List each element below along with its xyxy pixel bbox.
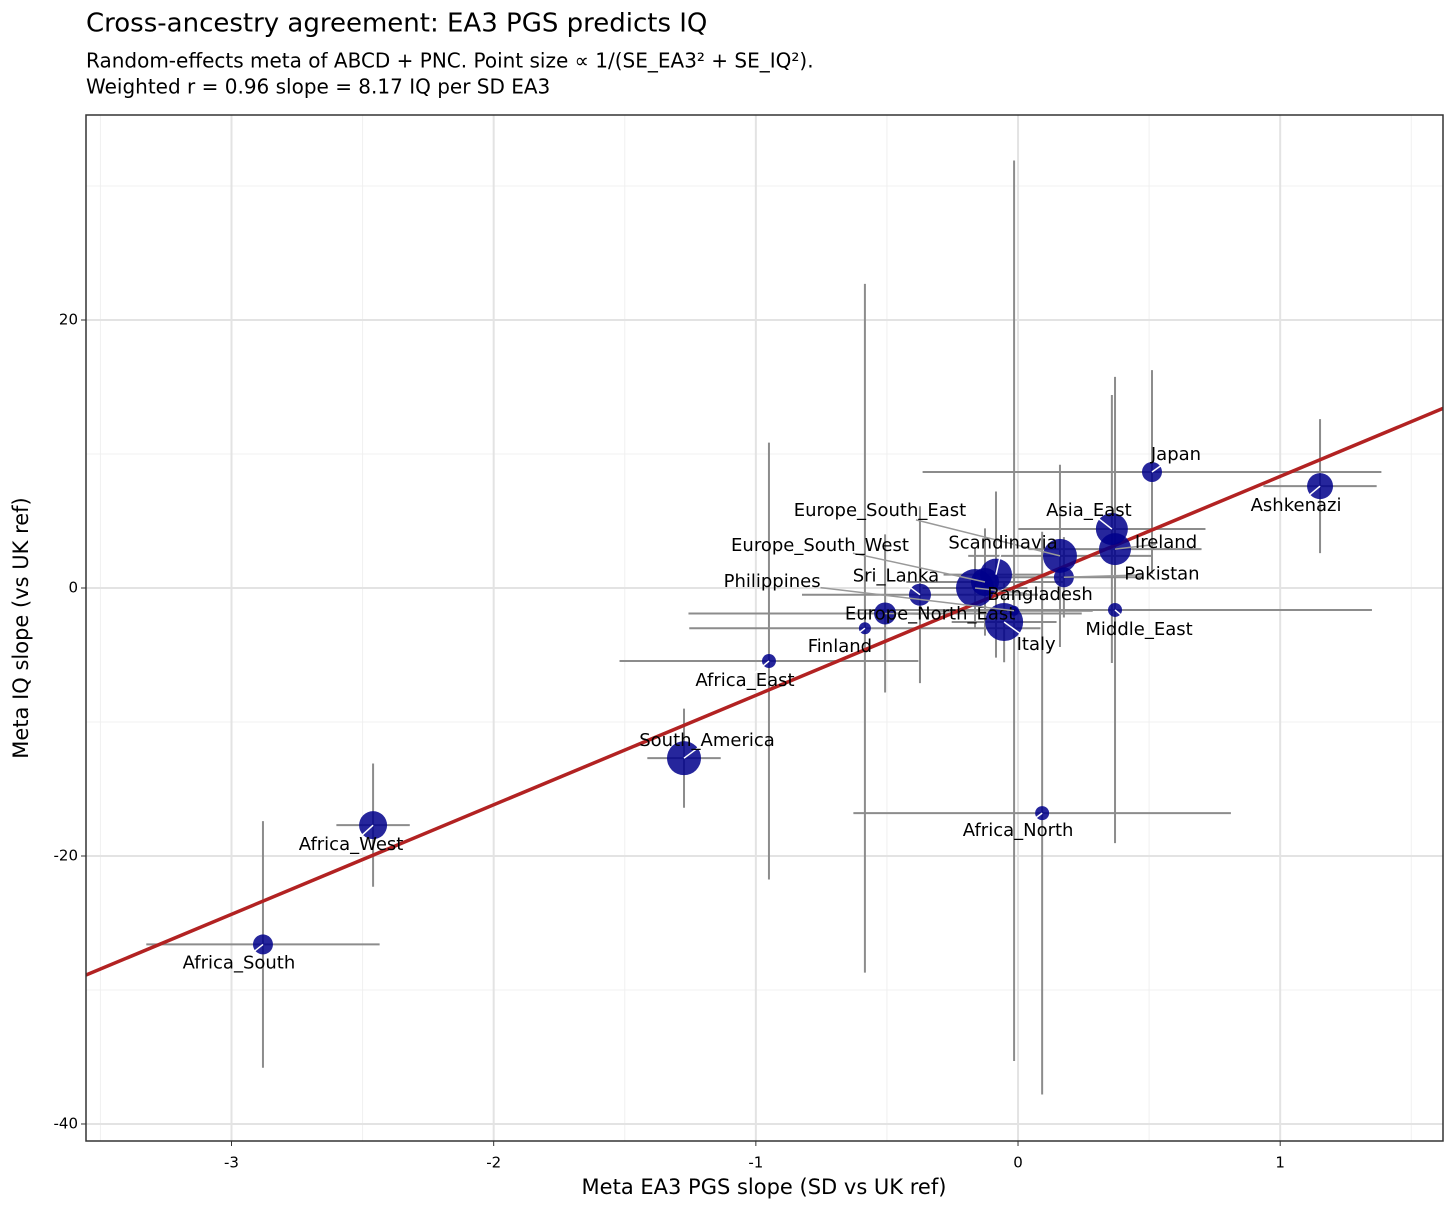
label-leader bbox=[844, 627, 866, 644]
point-label: Finland bbox=[808, 636, 872, 657]
chart-subtitle: Weighted r = 0.96 slope = 8.17 IQ per SD… bbox=[86, 75, 550, 99]
point-label: Pakistan bbox=[1124, 563, 1199, 584]
label-leader bbox=[974, 587, 1028, 595]
label-leader bbox=[1022, 812, 1043, 829]
label-leader bbox=[683, 743, 703, 759]
chart-title: Cross-ancestry agreement: EA3 PGS predic… bbox=[86, 9, 707, 39]
x-tick-label: 0 bbox=[1013, 1154, 1023, 1172]
x-tick-label: -3 bbox=[224, 1154, 239, 1172]
label-leader bbox=[915, 519, 1061, 557]
point-label: Philippines bbox=[724, 571, 821, 592]
label-leader bbox=[852, 552, 986, 583]
point-label: Europe_North_East bbox=[845, 603, 1015, 624]
fit-line bbox=[86, 406, 1443, 977]
point-label: Africa_West bbox=[299, 834, 404, 855]
x-tick-label: 1 bbox=[1275, 1154, 1285, 1172]
label-leader bbox=[1003, 621, 1031, 642]
point-label: Bangladesh bbox=[987, 584, 1093, 605]
y-tick-label: 0 bbox=[68, 579, 78, 597]
point-label: Africa_East bbox=[695, 670, 794, 691]
label-leader bbox=[1063, 574, 1143, 579]
label-leader bbox=[749, 660, 770, 678]
panel-border bbox=[85, 114, 1444, 1142]
label-leader bbox=[1151, 457, 1172, 473]
point-label: Europe_South_East bbox=[794, 500, 966, 521]
label-leader bbox=[1114, 543, 1156, 550]
y-tick-label: -40 bbox=[54, 1114, 79, 1132]
point-label: Italy bbox=[1017, 634, 1056, 655]
y-tick-label: -20 bbox=[54, 846, 79, 864]
point-label: Ireland bbox=[1135, 532, 1197, 553]
point-label: Scandinavia bbox=[948, 533, 1057, 554]
x-axis-title: Meta EA3 PGS slope (SD vs UK ref) bbox=[582, 1175, 947, 1199]
point-label: Africa_South bbox=[183, 952, 296, 973]
point-label: Japan bbox=[1150, 444, 1201, 465]
point-label: Europe_South_West bbox=[731, 535, 909, 556]
label-leader bbox=[354, 824, 374, 842]
y-tick-label: 20 bbox=[59, 311, 78, 329]
point-label: Asia_East bbox=[1046, 500, 1132, 521]
point-label: Africa_North bbox=[963, 820, 1074, 841]
label-leader bbox=[243, 943, 264, 961]
point-label: Middle_East bbox=[1085, 619, 1192, 640]
label-leader bbox=[1093, 514, 1113, 530]
label-leader bbox=[900, 579, 921, 596]
label-leader bbox=[820, 586, 1015, 612]
x-tick-label: -1 bbox=[748, 1154, 763, 1172]
point-label: South_America bbox=[639, 730, 775, 751]
y-axis-title: Meta IQ slope (vs UK ref) bbox=[9, 497, 33, 759]
label-leader bbox=[1300, 485, 1321, 503]
label-leader bbox=[995, 549, 1003, 575]
label-leader bbox=[1114, 609, 1135, 627]
point-label: Sri_Lanka bbox=[853, 566, 939, 587]
x-tick-label: -2 bbox=[486, 1154, 501, 1172]
chart-subtitle: Random-effects meta of ABCD + PNC. Point… bbox=[86, 49, 814, 73]
label-leader bbox=[885, 612, 922, 616]
point-label: Ashkenazi bbox=[1251, 495, 1342, 516]
